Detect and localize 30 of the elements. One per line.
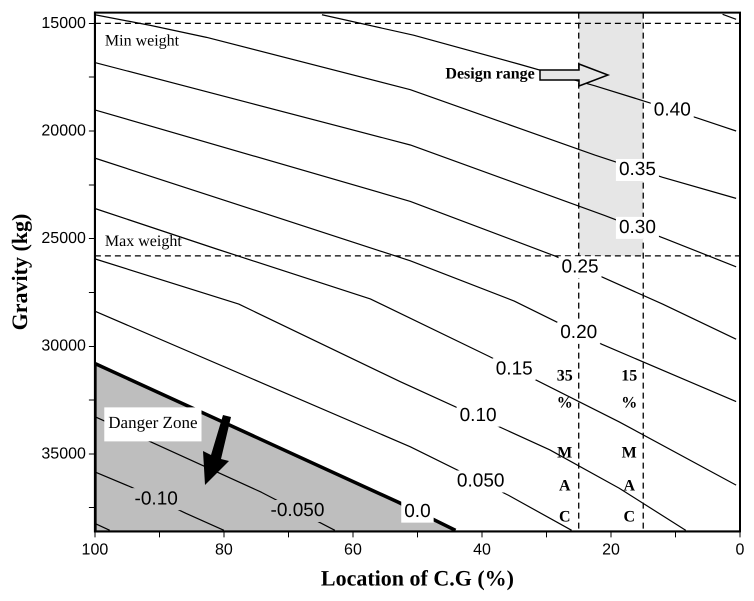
annotation: -0.050 bbox=[270, 500, 324, 522]
legend-label: Design range bbox=[445, 66, 535, 83]
text: 35 % M A C bbox=[556, 368, 573, 526]
annotation: 0.0 bbox=[404, 500, 431, 522]
annotation: 0.30 bbox=[618, 217, 656, 238]
annotation: 0.050 bbox=[456, 470, 504, 492]
y-tick-label: 30000 bbox=[41, 338, 86, 355]
x-tick-label: 80 bbox=[215, 541, 233, 558]
annotation: 0.10 bbox=[460, 405, 497, 426]
x-axis-title: Location of C.G (%) bbox=[320, 565, 514, 590]
text: 15 % M A C bbox=[621, 368, 638, 526]
y-tick-label: 35000 bbox=[41, 445, 86, 462]
x-tick-label: 40 bbox=[473, 541, 491, 558]
y-tick-label: 20000 bbox=[41, 122, 86, 140]
annotation: 0.35 bbox=[618, 159, 656, 180]
annotation: 0.25 bbox=[562, 256, 599, 278]
x-tick-label: 100 bbox=[82, 541, 108, 558]
y-tick-label: 25000 bbox=[41, 230, 86, 248]
ref-line-label: Min weight bbox=[104, 32, 180, 50]
annotation: 0.40 bbox=[654, 99, 691, 120]
x-tick-label: 20 bbox=[602, 541, 620, 558]
y-axis-title: Gravity (kg) bbox=[6, 214, 32, 330]
annotation: 0.15 bbox=[496, 358, 533, 380]
ref-line-label: Max weight bbox=[104, 233, 182, 250]
y-tick-label: 15000 bbox=[41, 14, 86, 32]
annotation: -0.10 bbox=[134, 488, 178, 510]
annotation: Danger Zone bbox=[108, 412, 198, 432]
x-tick-label: 0 bbox=[736, 541, 745, 558]
x-tick-label: 60 bbox=[344, 541, 362, 558]
annotation: 0.20 bbox=[560, 322, 598, 344]
